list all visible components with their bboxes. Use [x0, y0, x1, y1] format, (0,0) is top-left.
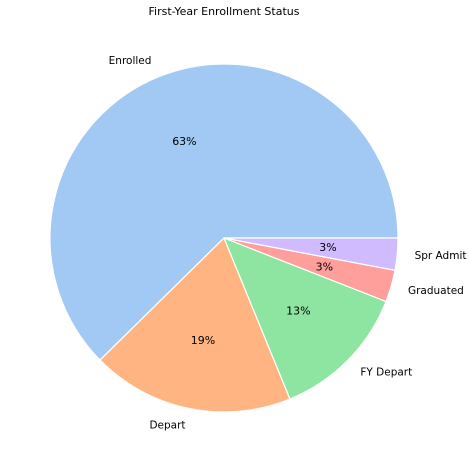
- pct-label-enrolled: 63%: [172, 135, 196, 148]
- slice-label-enrolled: Enrolled: [109, 55, 152, 67]
- pct-label-spr-admit: 3%: [319, 241, 336, 254]
- chart-title: First-Year Enrollment Status: [149, 5, 300, 18]
- slice-label-graduated: Graduated: [408, 285, 464, 297]
- slice-label-depart: Depart: [149, 420, 185, 432]
- pct-label-graduated: 3%: [316, 260, 333, 273]
- pie-slice-fy-depart: [223, 237, 387, 400]
- pie-slice-depart: [99, 237, 291, 413]
- pie-slice-spr-admit: [223, 237, 399, 271]
- pct-label-fy-depart: 13%: [286, 305, 310, 318]
- pie-slices: [49, 63, 399, 413]
- pie-labels: 63% Enrolled 19% Depart 13% FY Depart 3% Gradua…: [109, 55, 467, 432]
- pie-slice-enrolled: [49, 63, 399, 361]
- slice-label-fy-depart: FY Depart: [360, 366, 412, 378]
- slice-label-spr-admit: Spr Admit: [415, 250, 467, 262]
- pct-label-depart: 19%: [191, 334, 215, 347]
